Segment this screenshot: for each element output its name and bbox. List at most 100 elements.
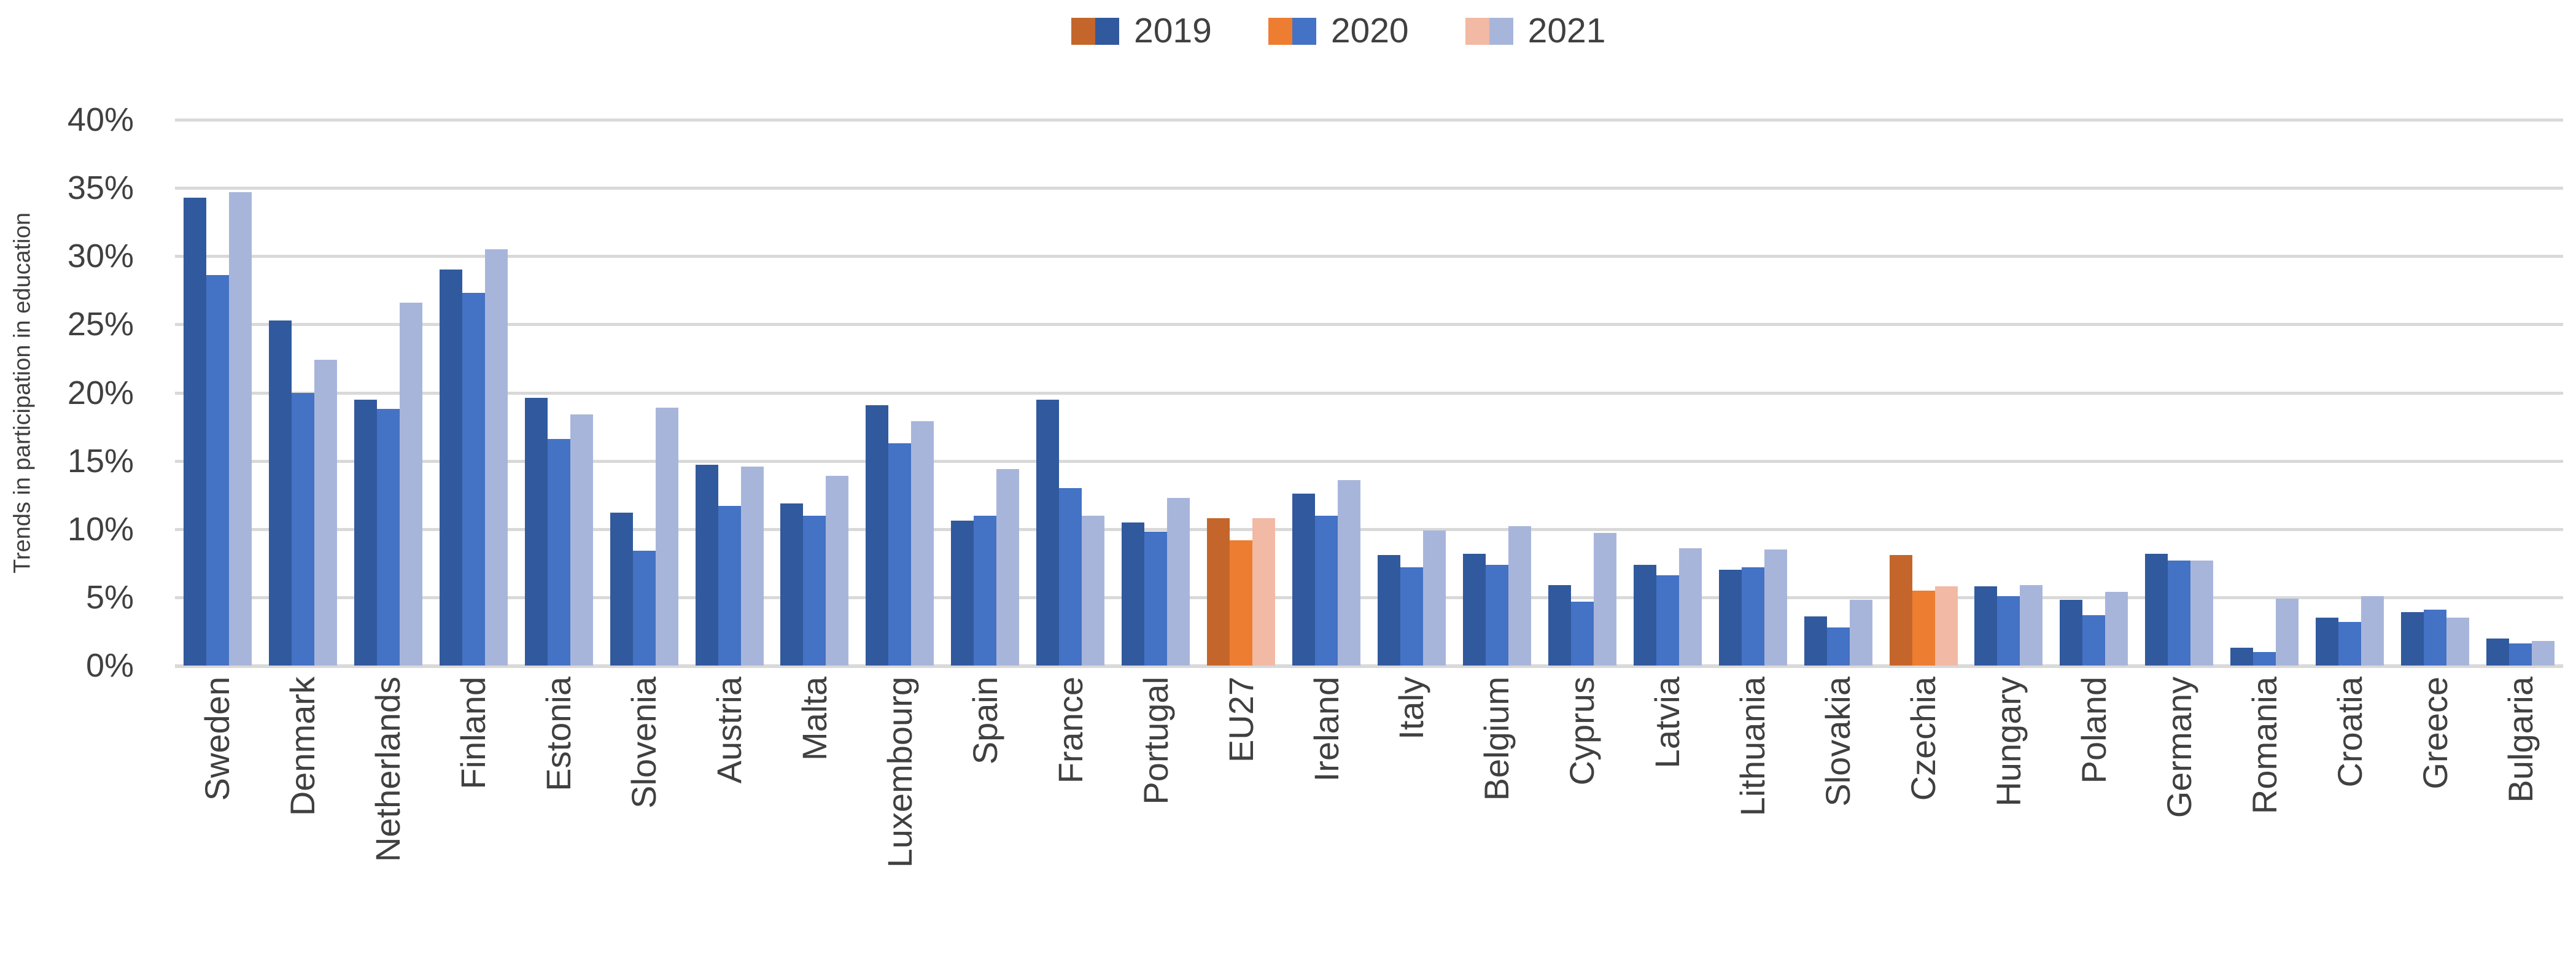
x-axis-label-eu27: EU27: [1221, 677, 1260, 763]
bar-lithuania-2020: [1741, 567, 1764, 666]
bar-germany-2019: [2145, 553, 2168, 666]
bar-group-poland: [2051, 120, 2136, 666]
x-axis-label-hungary: Hungary: [1988, 677, 2028, 807]
legend-swatch-blue-half: [1292, 17, 1316, 45]
bar-sweden-2021: [228, 192, 252, 666]
bar-austria-2019: [695, 465, 718, 666]
y-tick-label: 30%: [67, 238, 134, 275]
bar-france-2019: [1036, 399, 1060, 666]
x-axis-label-spain: Spain: [965, 677, 1004, 765]
bar-greece-2019: [2401, 612, 2424, 666]
bar-bulgaria-2021: [2532, 641, 2555, 666]
bar-bulgaria-2020: [2509, 643, 2532, 666]
bar-bulgaria-2019: [2486, 638, 2510, 666]
bar-cyprus-2019: [1548, 584, 1571, 666]
x-axis-label-romania: Romania: [2244, 677, 2284, 815]
legend-swatch-orange-half: [1268, 17, 1292, 45]
y-tick-label: 35%: [67, 169, 134, 207]
bar-italy-2019: [1377, 554, 1400, 666]
bar-group-ireland: [1284, 120, 1369, 666]
x-axis-label-belgium: Belgium: [1477, 677, 1516, 801]
bar-eu27-2019: [1207, 518, 1230, 666]
legend-swatch-2021: [1465, 17, 1513, 45]
legend-label-2021: 2021: [1527, 11, 1606, 50]
y-tick-label: 40%: [67, 101, 134, 138]
bar-group-france: [1028, 120, 1113, 666]
gridline: [175, 391, 2563, 395]
bar-luxembourg-2020: [888, 443, 912, 666]
bar-group-denmark: [260, 120, 346, 666]
bar-slovakia-2019: [1804, 616, 1827, 666]
y-tick-label: 25%: [67, 306, 134, 343]
bar-austria-2021: [740, 466, 764, 666]
bar-finland-2019: [439, 270, 462, 666]
x-axis-label-ireland: Ireland: [1306, 677, 1346, 782]
y-tick-label: 20%: [67, 374, 134, 411]
bar-ireland-2019: [1292, 493, 1316, 666]
bar-czechia-2021: [1934, 586, 1958, 666]
bar-belgium-2020: [1485, 564, 1508, 666]
bar-poland-2020: [2082, 615, 2106, 666]
bar-denmark-2020: [291, 392, 314, 666]
bar-belgium-2019: [1462, 553, 1486, 666]
bar-romania-2019: [2230, 648, 2254, 666]
bar-italy-2020: [1400, 567, 1423, 666]
bar-group-germany: [2136, 120, 2222, 666]
bar-group-sweden: [175, 120, 260, 666]
bar-france-2021: [1082, 515, 1105, 666]
bar-sweden-2020: [206, 275, 229, 666]
x-axis-label-italy: Italy: [1392, 677, 1431, 740]
bar-portugal-2019: [1122, 522, 1145, 666]
x-axis-label-france: France: [1050, 677, 1090, 784]
legend-swatch-2019: [1071, 17, 1119, 45]
bar-group-slovenia: [602, 120, 687, 666]
bar-estonia-2020: [547, 439, 570, 666]
x-axis-label-sweden: Sweden: [198, 677, 237, 801]
bar-group-slovakia: [1796, 120, 1881, 666]
gridline: [175, 596, 2563, 599]
bar-czechia-2019: [1889, 554, 1912, 666]
x-axis-label-czechia: Czechia: [1904, 677, 1943, 801]
bar-poland-2019: [2060, 600, 2083, 666]
bar-spain-2019: [951, 521, 974, 666]
gridline: [175, 255, 2563, 258]
legend-label-2020: 2020: [1330, 11, 1409, 50]
bar-group-finland: [431, 120, 516, 666]
bar-denmark-2021: [314, 360, 337, 666]
bar-denmark-2019: [268, 320, 292, 666]
gridline: [175, 118, 2563, 122]
bar-czechia-2020: [1912, 590, 1935, 666]
bar-croatia-2019: [2316, 618, 2339, 666]
bar-cyprus-2021: [1593, 533, 1616, 666]
bar-romania-2021: [2276, 599, 2299, 666]
bar-portugal-2021: [1167, 497, 1190, 666]
x-axis-label-germany: Germany: [2159, 677, 2198, 818]
bar-spain-2021: [996, 468, 1020, 666]
x-axis-label-finland: Finland: [454, 677, 493, 790]
bar-italy-2021: [1422, 530, 1446, 666]
x-axis-label-estonia: Estonia: [539, 677, 578, 791]
legend-swatch-orange-half: [1071, 17, 1095, 45]
bar-netherlands-2020: [376, 409, 400, 666]
bar-luxembourg-2019: [866, 405, 889, 666]
bar-croatia-2020: [2338, 621, 2362, 666]
y-tick-label: 10%: [67, 510, 134, 548]
bar-netherlands-2019: [354, 399, 377, 666]
bar-finland-2020: [462, 293, 485, 666]
bar-group-estonia: [516, 120, 602, 666]
bar-eu27-2020: [1230, 540, 1253, 666]
x-axis-label-slovakia: Slovakia: [1818, 677, 1858, 807]
legend-swatch-orange-half: [1465, 17, 1489, 45]
bar-sweden-2019: [183, 197, 206, 666]
x-axis-label-slovenia: Slovenia: [624, 677, 664, 809]
x-axis-label-denmark: Denmark: [283, 677, 322, 817]
bar-group-belgium: [1454, 120, 1540, 666]
bar-germany-2021: [2190, 560, 2214, 666]
bar-belgium-2021: [1508, 526, 1531, 666]
bar-group-hungary: [1966, 120, 2052, 666]
bar-malta-2020: [803, 515, 826, 666]
gridline: [175, 664, 2563, 668]
x-axis-label-malta: Malta: [794, 677, 834, 761]
bar-estonia-2019: [524, 398, 548, 666]
bar-lithuania-2019: [1718, 570, 1742, 666]
